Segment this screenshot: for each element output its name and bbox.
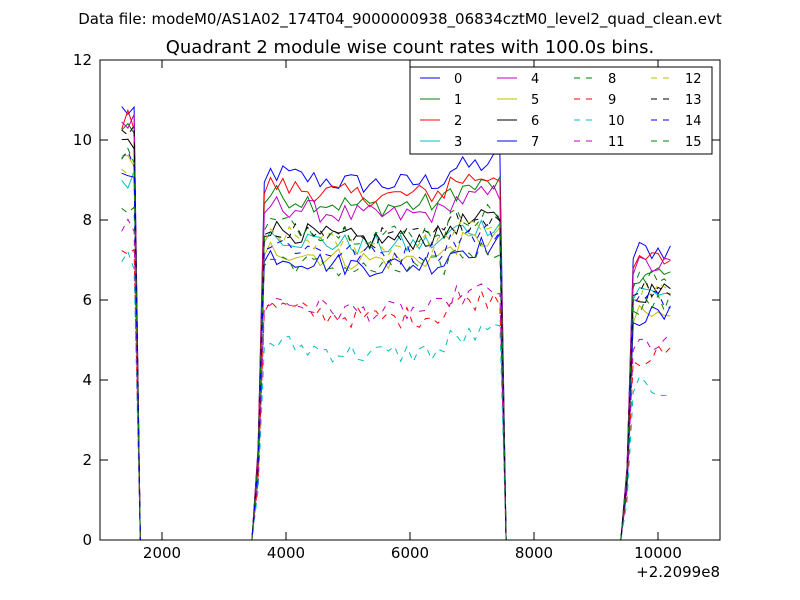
series-line-14 <box>121 150 671 540</box>
legend-label-9: 9 <box>608 93 616 108</box>
series-line-9 <box>121 248 671 540</box>
y-tick-label: 10 <box>73 131 92 149</box>
chart-title: Quadrant 2 module wise count rates with … <box>166 37 655 58</box>
x-tick-label: 6000 <box>391 544 429 562</box>
legend-label-0: 0 <box>454 72 462 87</box>
legend-label-8: 8 <box>608 72 616 87</box>
legend-label-2: 2 <box>454 114 462 129</box>
legend-label-10: 10 <box>608 114 625 129</box>
legend-label-3: 3 <box>454 135 462 150</box>
legend-label-12: 12 <box>685 72 702 87</box>
y-tick-label: 12 <box>73 51 92 69</box>
x-tick-label: 2000 <box>143 544 181 562</box>
series-line-7 <box>121 172 671 540</box>
series-line-0 <box>121 105 671 540</box>
legend-label-13: 13 <box>685 93 702 108</box>
figure-suptitle: Data file: modeM0/AS1A02_174T04_90000009… <box>78 10 722 29</box>
series-line-6 <box>121 138 671 540</box>
legend-frame <box>409 66 713 155</box>
y-tick-label: 2 <box>82 451 92 469</box>
legend-label-1: 1 <box>454 93 462 108</box>
y-tick-label: 4 <box>82 371 92 389</box>
series-line-8 <box>121 205 671 540</box>
x-tick-label: 10000 <box>634 544 682 562</box>
x-tick-label: 8000 <box>515 544 553 562</box>
legend-label-11: 11 <box>608 135 625 150</box>
legend-label-5: 5 <box>531 93 539 108</box>
legend-label-14: 14 <box>685 114 702 129</box>
legend-label-15: 15 <box>685 135 702 150</box>
series-line-3 <box>121 171 671 540</box>
x-offset-label: +2.2099e8 <box>636 563 720 581</box>
series-line-4 <box>121 114 671 540</box>
y-tick-label: 6 <box>82 291 92 309</box>
series-layer <box>121 105 671 540</box>
series-line-15 <box>121 147 671 540</box>
y-tick-label: 8 <box>82 211 92 229</box>
legend-label-6: 6 <box>531 114 539 129</box>
series-line-2 <box>121 108 671 540</box>
y-tick-label: 0 <box>82 531 92 549</box>
legend-label-7: 7 <box>531 135 539 150</box>
legend-label-4: 4 <box>531 72 539 87</box>
x-tick-label: 4000 <box>267 544 305 562</box>
